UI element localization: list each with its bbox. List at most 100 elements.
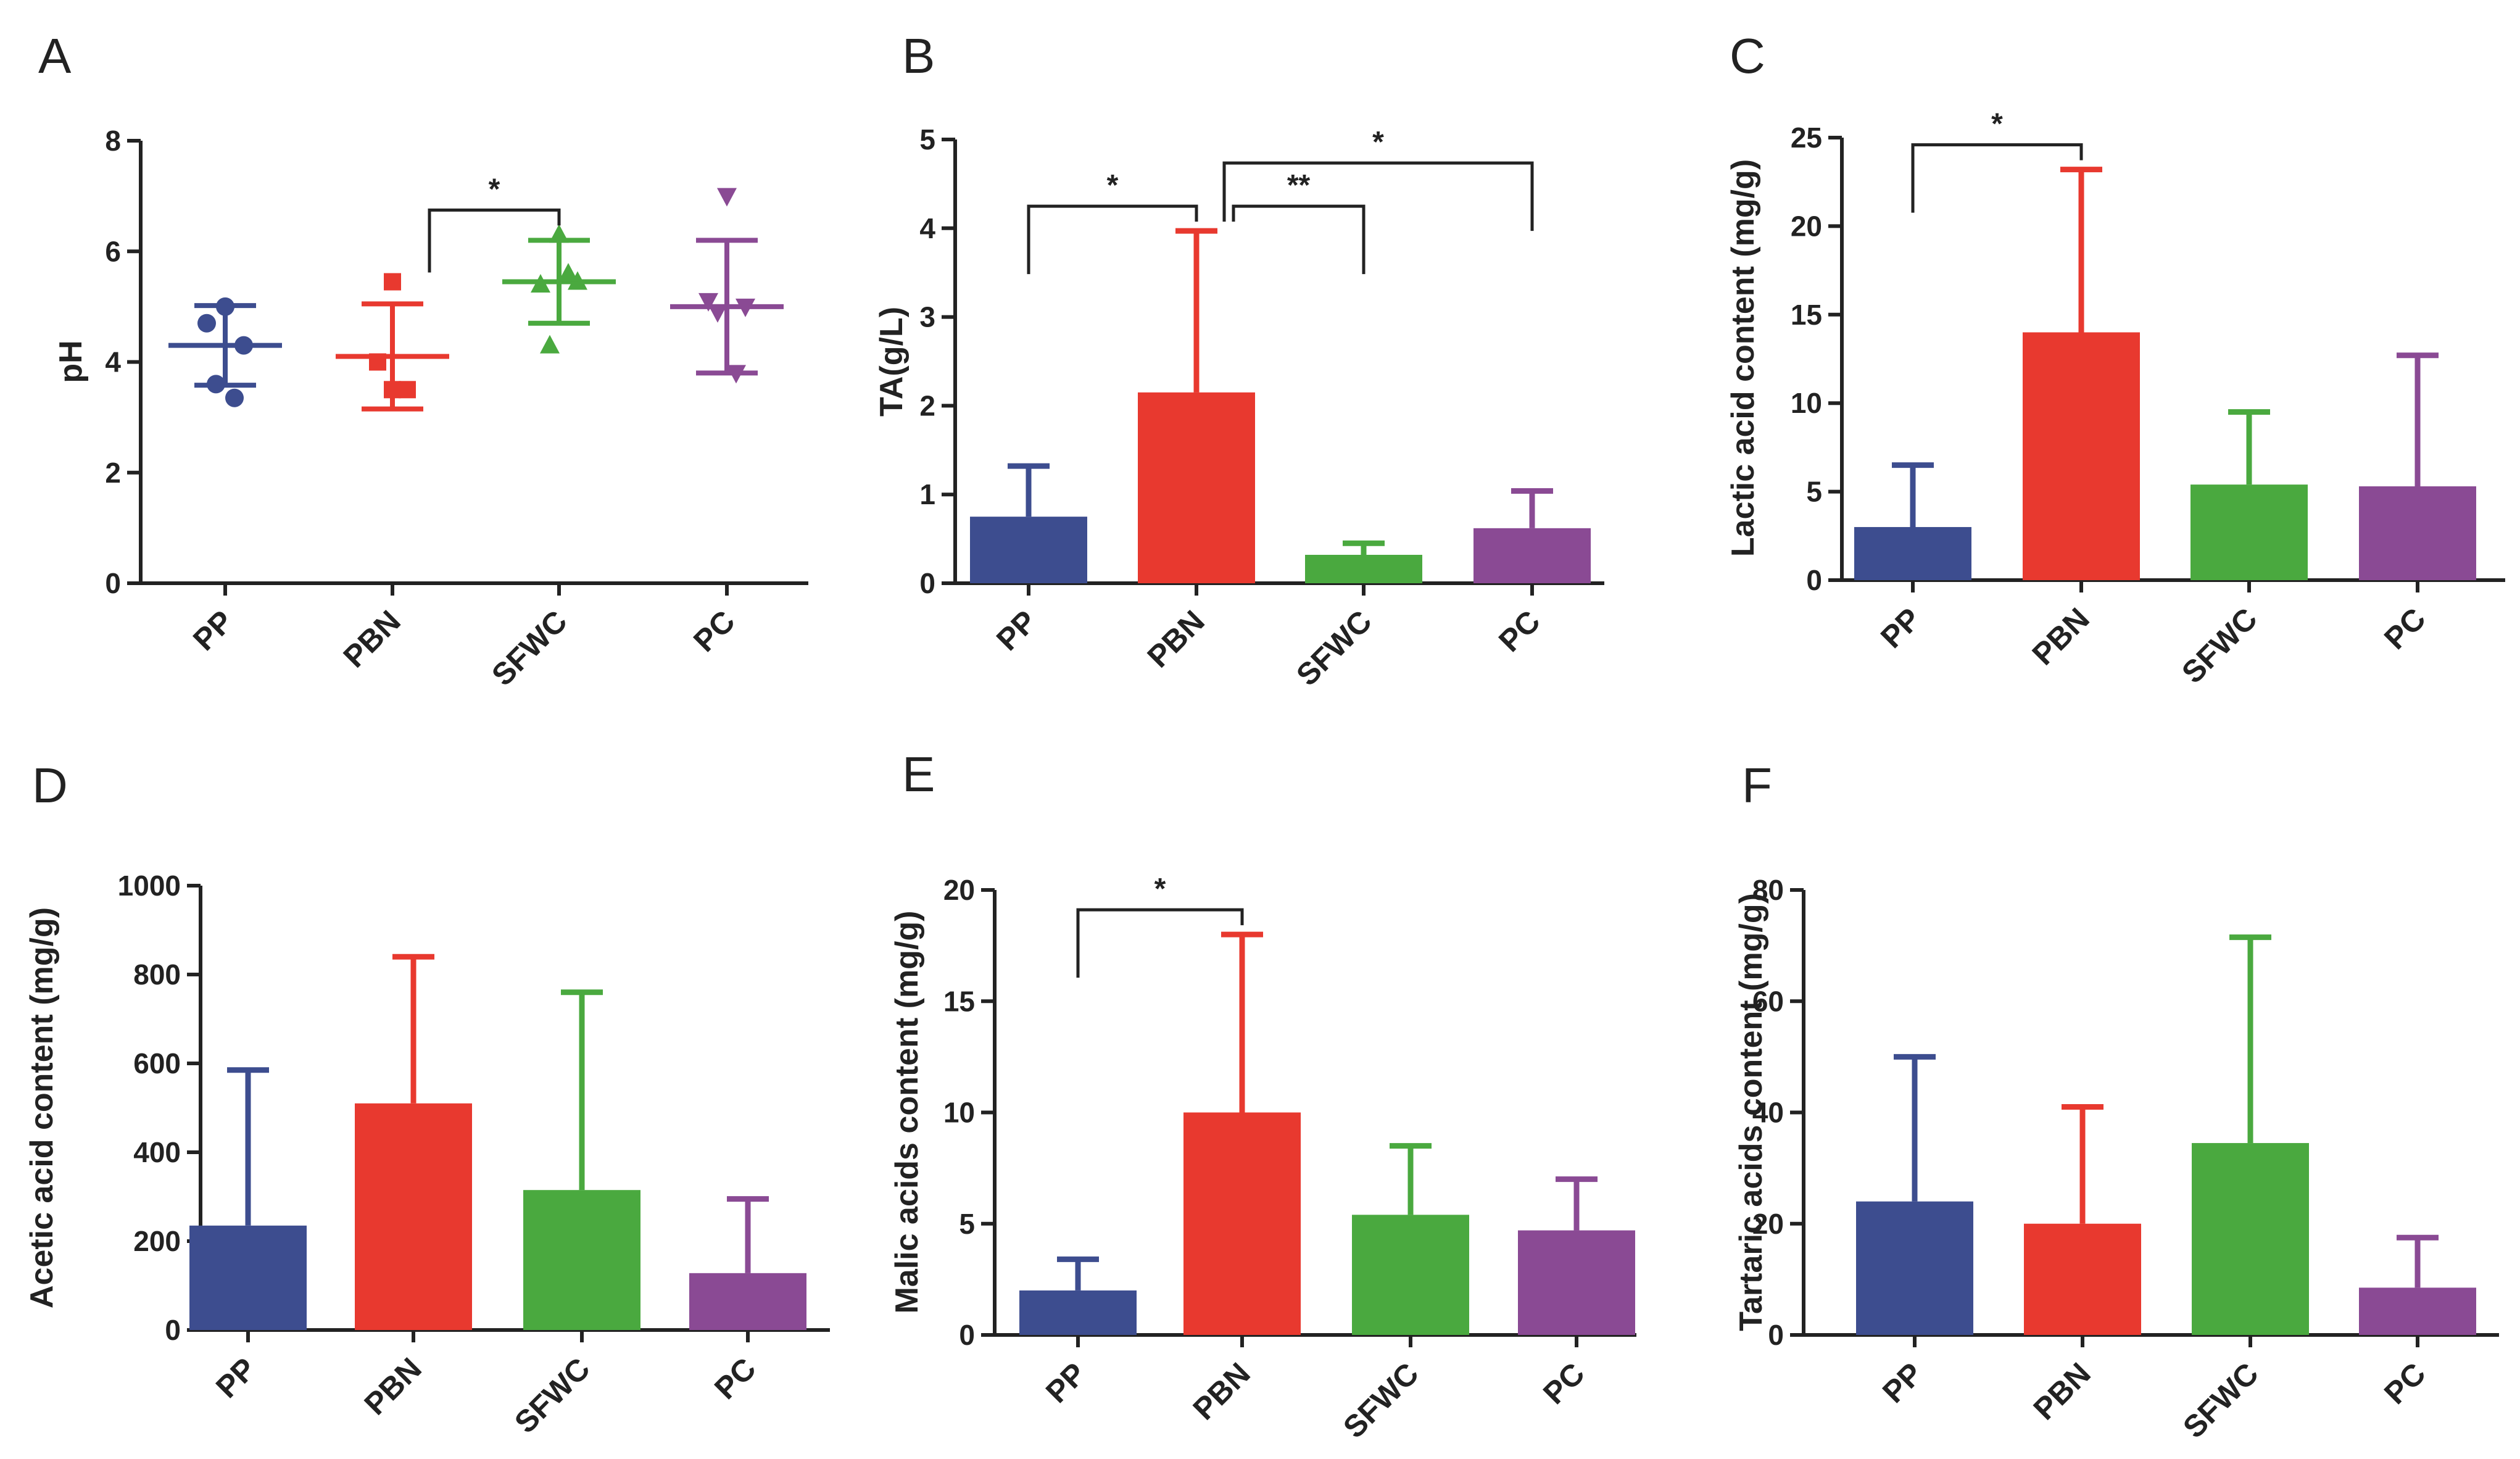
y-tick-label: 20: [943, 874, 975, 906]
bar-pc: [2359, 486, 2476, 580]
y-tick-label: 0: [1768, 1319, 1784, 1351]
y-tick-label: 5: [1806, 476, 1822, 508]
y-tick-label: 4: [919, 212, 935, 244]
data-point-pp: [234, 336, 253, 355]
category-label-sfwc: SFWC: [1337, 1356, 1425, 1445]
y-axis-title: Lactic acid content (mg/g): [1725, 159, 1761, 557]
bar-sfwc: [2192, 1143, 2309, 1335]
panel-f: F 0 20 40 60 80 PP PBN SFWC PC Tartaric acids cont…: [1733, 758, 2499, 1445]
category-label-sfwc: SFWC: [508, 1351, 597, 1440]
data-point-pc: [717, 188, 737, 207]
data-point-pc: [726, 365, 746, 384]
y-tick-label: 5: [959, 1208, 975, 1240]
data-point-pp: [225, 388, 244, 407]
bar-sfwc: [1352, 1215, 1469, 1335]
category-label-pbn: PBN: [337, 604, 407, 674]
y-tick-label: 60: [1752, 985, 1784, 1017]
data-point-sfwc: [549, 224, 569, 243]
category-label-pbn: PBN: [1187, 1356, 1257, 1426]
panel-label: A: [38, 28, 72, 83]
category-label-pp: PP: [1874, 601, 1928, 655]
significance-bracket: [1232, 204, 1366, 275]
category-label-sfwc: SFWC: [485, 604, 574, 692]
y-tick-label: 1000: [118, 870, 181, 902]
data-point-pbn: [399, 381, 416, 399]
significance-label: **: [1287, 169, 1311, 202]
category-label-pc: PC: [2377, 1356, 2432, 1411]
significance-label: *: [1154, 873, 1166, 905]
category-label-pbn: PBN: [358, 1351, 428, 1421]
y-axis-title: pH: [53, 340, 89, 383]
category-label-pp: PP: [1876, 1356, 1929, 1410]
panel-label: F: [1742, 758, 1772, 813]
y-tick-label: 2: [919, 389, 935, 422]
y-tick-label: 15: [943, 985, 975, 1017]
significance-label: *: [489, 173, 500, 206]
bar-pbn: [2024, 1223, 2141, 1335]
bar-pbn: [1183, 1112, 1301, 1335]
y-tick-label: 0: [165, 1314, 181, 1346]
category-label-pbn: PBN: [2027, 1356, 2097, 1426]
category-label-pc: PC: [2377, 601, 2432, 656]
bar-pp: [1856, 1201, 1973, 1335]
bar-pc: [689, 1273, 806, 1330]
y-tick-label: 200: [133, 1225, 181, 1257]
y-tick-label: 1: [919, 478, 935, 510]
data-point-pc: [708, 304, 727, 323]
y-tick-label: 600: [133, 1047, 181, 1079]
y-tick-label: 0: [919, 567, 935, 599]
y-tick-label: 4: [105, 346, 121, 378]
bar-pp: [189, 1225, 307, 1330]
significance-label: *: [1107, 169, 1119, 202]
data-point-sfwc: [531, 274, 550, 293]
y-tick-label: 25: [1791, 122, 1822, 154]
bar-pbn: [1138, 392, 1255, 583]
y-axis-title: Acetic acid content (mg/g): [24, 907, 60, 1308]
bar-pp: [1019, 1290, 1137, 1335]
category-label-pc: PC: [1536, 1356, 1591, 1411]
significance-bracket: [1027, 204, 1198, 275]
y-tick-label: 10: [943, 1097, 975, 1129]
category-label-pc: PC: [687, 604, 742, 659]
significance-bracket: [1911, 143, 2083, 213]
bar-pp: [970, 517, 1087, 583]
data-point-pbn: [384, 381, 401, 399]
panel-a: A 0 2 4 6 8 PP PBN SFWC PC pH *: [38, 28, 808, 692]
y-tick-label: 40: [1752, 1097, 1784, 1129]
bar-pbn: [355, 1103, 472, 1330]
y-tick-label: 20: [1752, 1208, 1784, 1240]
data-point-pbn: [384, 273, 401, 291]
significance-bracket: [1076, 908, 1244, 978]
category-label-sfwc: SFWC: [1290, 604, 1378, 692]
bar-sfwc: [2190, 484, 2308, 580]
panel-label: B: [902, 28, 935, 83]
y-tick-label: 20: [1791, 210, 1822, 242]
y-tick-label: 80: [1752, 874, 1784, 906]
data-point-pc: [698, 293, 718, 312]
data-point-pp: [207, 375, 225, 394]
y-tick-label: 15: [1791, 299, 1822, 331]
y-tick-label: 6: [105, 235, 121, 267]
category-label-pbn: PBN: [2026, 601, 2096, 671]
significance-bracket: [1222, 161, 1534, 231]
y-tick-label: 3: [919, 301, 935, 333]
y-tick-label: 10: [1791, 387, 1822, 419]
data-point-sfwc: [540, 335, 560, 354]
y-tick-label: 0: [105, 567, 121, 599]
category-label-pc: PC: [1492, 604, 1547, 659]
panel-c: C 0 5 10 15 20 25 PP PBN SFWC PC Lactic acid conten…: [1725, 28, 2505, 690]
panel-label: D: [32, 758, 68, 813]
bar-pc: [1473, 528, 1591, 583]
panel-e: E 0 5 10 15 20 PP PBN SFWC PC Malic acids content …: [889, 747, 1636, 1445]
category-label-pp: PP: [990, 604, 1043, 657]
panel-d: D 0 200 400 600 800 1000 PP PBN SFWC PC Acetic acid…: [24, 758, 830, 1440]
y-tick-label: 5: [919, 123, 935, 156]
bar-sfwc: [523, 1190, 640, 1330]
significance-label: *: [1991, 108, 2003, 141]
bar-pc: [2359, 1287, 2476, 1335]
data-point-pc: [736, 298, 755, 317]
category-label-sfwc: SFWC: [2176, 1356, 2265, 1445]
bar-pp: [1854, 526, 1971, 580]
